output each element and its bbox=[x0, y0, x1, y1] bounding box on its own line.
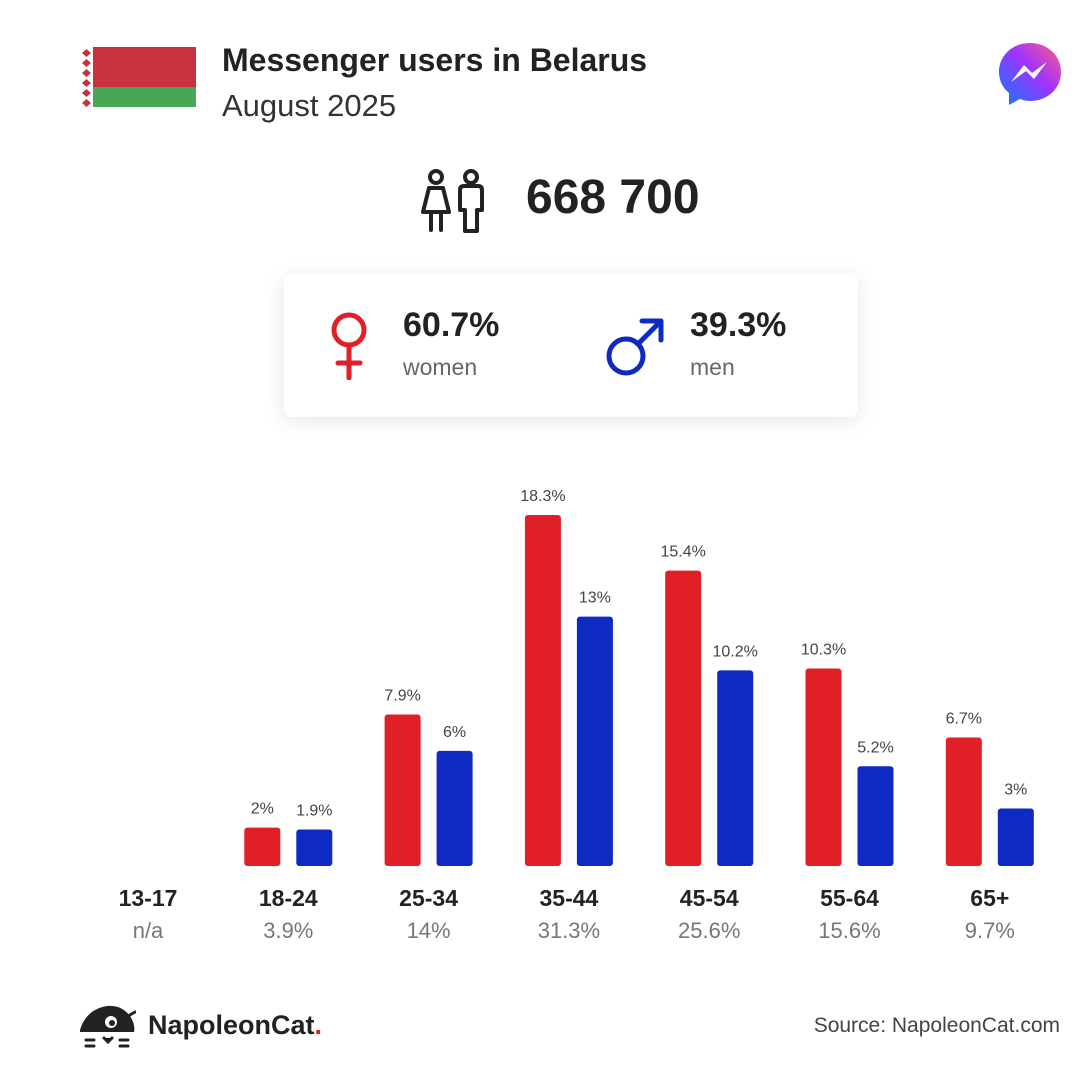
gender-split-card: 60.7% women 39.3% men bbox=[284, 274, 858, 417]
category-total-35-44: 31.3% bbox=[538, 918, 600, 943]
bar-men-18-24 bbox=[296, 829, 333, 866]
category-label-55-64: 55-64 bbox=[820, 885, 879, 911]
category-total-65+: 9.7% bbox=[965, 918, 1015, 943]
napoleoncat-logo-icon bbox=[80, 1005, 136, 1048]
bar-label-men-45-54: 10.2% bbox=[713, 643, 758, 660]
bar-label-women-55-64: 10.3% bbox=[801, 641, 846, 658]
bar-women-18-24 bbox=[244, 827, 281, 866]
bar-women-65+ bbox=[945, 737, 982, 866]
bar-women-45-54 bbox=[665, 570, 702, 866]
bar-men-35-44 bbox=[576, 616, 613, 866]
bar-label-men-35-44: 13% bbox=[579, 590, 611, 607]
category-total-55-64: 15.6% bbox=[818, 918, 880, 943]
belarus-flag-icon bbox=[80, 47, 196, 107]
bar-label-women-65+: 6.7% bbox=[946, 710, 982, 727]
bar-men-65+ bbox=[997, 808, 1034, 866]
category-label-45-54: 45-54 bbox=[680, 885, 739, 911]
bar-women-25-34 bbox=[384, 714, 421, 866]
category-label-18-24: 18-24 bbox=[259, 885, 318, 911]
category-total-25-34: 14% bbox=[407, 918, 451, 943]
bar-label-men-25-34: 6% bbox=[443, 724, 466, 741]
bar-label-women-35-44: 18.3% bbox=[520, 488, 565, 505]
category-total-18-24: 3.9% bbox=[263, 918, 313, 943]
chart-title: Messenger users in Belarus bbox=[222, 42, 648, 78]
category-label-65+: 65+ bbox=[970, 885, 1009, 911]
category-total-45-54: 25.6% bbox=[678, 918, 740, 943]
age-gender-bar-chart: 13-17 n/a 2% 1.9% 18-24 3.9% 7.9% 6% 25-34 14% 18.… bbox=[119, 488, 1034, 943]
category-label-35-44: 35-44 bbox=[539, 885, 598, 911]
bar-women-35-44 bbox=[524, 515, 561, 866]
source-text: Source: NapoleonCat.com bbox=[813, 1014, 1060, 1037]
bar-label-men-55-64: 5.2% bbox=[857, 739, 893, 756]
messenger-logo-icon bbox=[999, 43, 1061, 105]
male-symbol-icon bbox=[606, 318, 664, 376]
category-total-13-17: n/a bbox=[133, 918, 164, 943]
brand-name-text: NapoleonCat bbox=[148, 1010, 315, 1040]
bar-label-women-18-24: 2% bbox=[251, 801, 274, 818]
people-icon bbox=[421, 169, 484, 233]
category-label-25-34: 25-34 bbox=[399, 885, 458, 911]
bar-label-men-18-24: 1.9% bbox=[296, 803, 332, 820]
bar-men-25-34 bbox=[436, 750, 473, 866]
total-users-value: 668 700 bbox=[526, 171, 700, 224]
female-symbol-icon bbox=[331, 312, 367, 380]
men-share-value: 39.3% bbox=[690, 306, 787, 344]
bar-label-women-45-54: 15.4% bbox=[661, 544, 706, 561]
bar-label-men-65+: 3% bbox=[1004, 781, 1027, 798]
women-share-value: 60.7% bbox=[403, 306, 500, 344]
men-label: men bbox=[690, 354, 735, 380]
bar-men-45-54 bbox=[717, 670, 754, 866]
women-label: women bbox=[403, 354, 478, 380]
bar-men-55-64 bbox=[857, 766, 894, 866]
chart-subtitle: August 2025 bbox=[222, 88, 397, 123]
bar-women-55-64 bbox=[805, 668, 842, 866]
brand-name: NapoleonCat. bbox=[148, 1010, 322, 1041]
brand-dot: . bbox=[314, 1010, 323, 1040]
category-label-13-17: 13-17 bbox=[119, 885, 178, 911]
bar-label-women-25-34: 7.9% bbox=[384, 687, 420, 704]
